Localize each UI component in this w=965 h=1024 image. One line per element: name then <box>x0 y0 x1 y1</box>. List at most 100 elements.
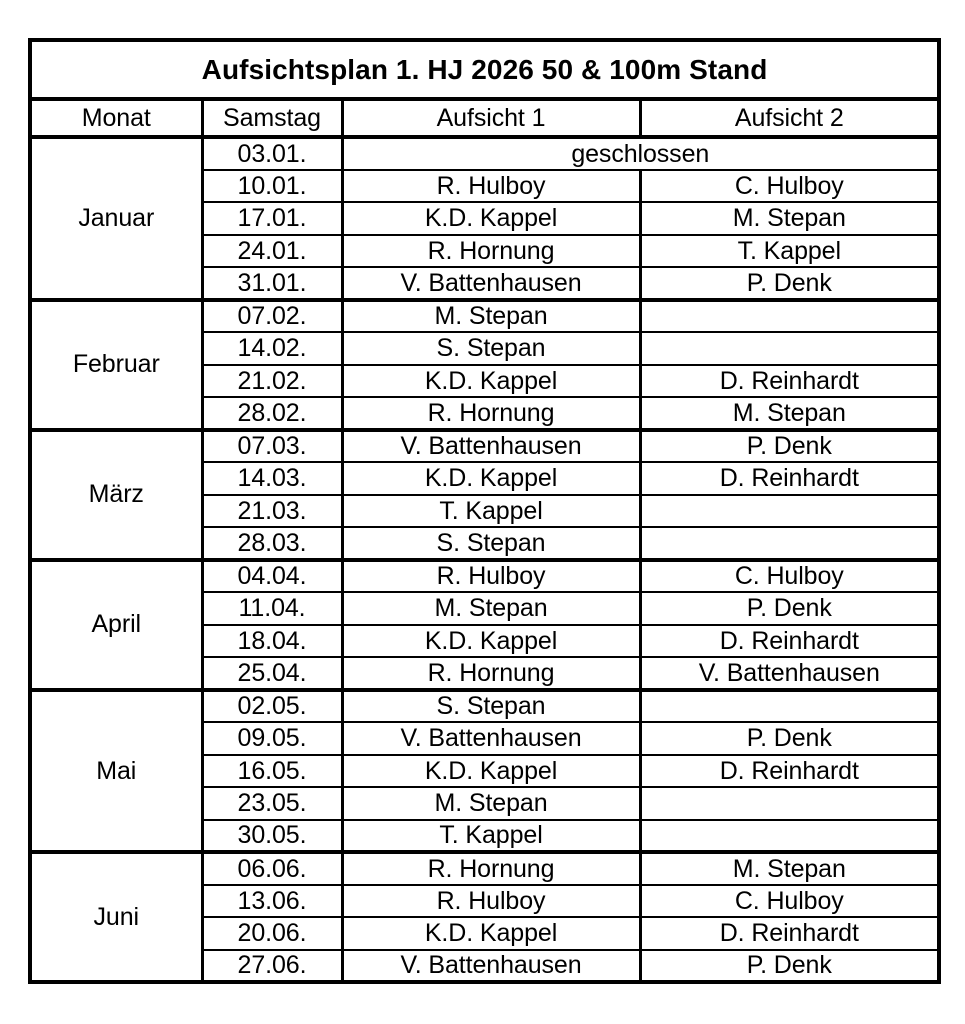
table-row: März 07.03. V. Battenhausen P. Denk <box>28 429 942 562</box>
aufsicht-2-cell <box>640 819 942 854</box>
aufsicht-1-cell: V. Battenhausen <box>342 267 642 302</box>
table-row: 14.03. K.D. Kappel D. Reinhardt <box>30 462 942 496</box>
aufsicht-1-cell: V. Battenhausen <box>342 722 642 756</box>
date-cell: 06.06. <box>202 852 344 886</box>
aufsicht-2-cell: C. Hulboy <box>640 559 942 593</box>
aufsicht-1-cell: K.D. Kappel <box>342 202 642 236</box>
aufsicht-2-cell: V. Battenhausen <box>640 657 942 692</box>
aufsicht-1-cell: M. Stepan <box>342 299 642 333</box>
date-cell: 25.04. <box>202 657 344 692</box>
date-cell: 27.06. <box>202 949 344 984</box>
aufsicht-1-cell: R. Hulboy <box>342 559 642 593</box>
month-label-april: April <box>28 559 204 692</box>
table-row: 28.03. S. Stepan <box>30 527 942 562</box>
date-cell: 24.01. <box>202 234 344 268</box>
aufsicht-1-cell: K.D. Kappel <box>342 754 642 788</box>
column-header-aufsicht-2: Aufsicht 2 <box>640 99 942 139</box>
aufsicht-1-cell: R. Hulboy <box>342 169 642 203</box>
aufsicht-2-cell: D. Reinhardt <box>640 462 942 496</box>
aufsicht-1-cell: R. Hulboy <box>342 884 642 918</box>
aufsicht-2-cell: D. Reinhardt <box>640 917 942 951</box>
aufsicht-2-cell: P. Denk <box>640 722 942 756</box>
aufsicht-2-cell: C. Hulboy <box>640 884 942 918</box>
aufsicht-2-cell <box>640 787 942 821</box>
aufsicht-1-cell: V. Battenhausen <box>342 949 642 984</box>
aufsicht-2-cell: P. Denk <box>640 429 942 463</box>
date-cell: 17.01. <box>202 202 344 236</box>
column-header-samstag: Samstag <box>202 99 344 139</box>
aufsicht-2-cell: P. Denk <box>640 267 942 302</box>
aufsicht-1-cell: S. Stepan <box>342 527 642 562</box>
column-header-monat: Monat <box>28 99 204 139</box>
month-label-februar: Februar <box>28 299 204 432</box>
table-row: April 04.04. R. Hulboy C. Hulboy <box>28 559 942 692</box>
aufsicht-2-cell: D. Reinhardt <box>640 754 942 788</box>
aufsicht-1-cell: T. Kappel <box>342 819 642 854</box>
table-row: 28.02. R. Hornung M. Stepan <box>30 397 942 432</box>
aufsicht-2-cell <box>640 332 942 366</box>
table-row: 21.02. K.D. Kappel D. Reinhardt <box>30 364 942 398</box>
date-cell: 30.05. <box>202 819 344 854</box>
supervision-plan-container: Aufsichtsplan 1. HJ 2026 50 & 100m Stand… <box>27 38 942 984</box>
aufsicht-1-cell: M. Stepan <box>342 787 642 821</box>
date-cell: 10.01. <box>202 169 344 203</box>
month-label-juni: Juni <box>28 852 204 984</box>
table-row: Januar 03.01. geschlossen <box>28 137 942 302</box>
aufsicht-2-cell: M. Stepan <box>640 397 942 432</box>
aufsicht-2-cell: D. Reinhardt <box>640 624 942 658</box>
aufsicht-1-cell: R. Hornung <box>342 397 642 432</box>
date-cell: 09.05. <box>202 722 344 756</box>
month-label-mai: Mai <box>28 689 204 854</box>
aufsicht-1-cell: R. Hornung <box>342 852 642 886</box>
aufsicht-1-cell: K.D. Kappel <box>342 917 642 951</box>
date-cell: 03.01. <box>202 137 344 171</box>
aufsicht-1-cell: K.D. Kappel <box>342 462 642 496</box>
table-row: 25.04. R. Hornung V. Battenhausen <box>30 657 942 692</box>
aufsicht-2-cell: T. Kappel <box>640 234 942 268</box>
table-row: 27.06. V. Battenhausen P. Denk <box>30 949 942 984</box>
date-cell: 20.06. <box>202 917 344 951</box>
table-row: 18.04. K.D. Kappel D. Reinhardt <box>30 624 942 658</box>
aufsicht-2-cell: P. Denk <box>640 949 942 984</box>
column-header-row: Monat Samstag Aufsicht 1 Aufsicht 2 <box>28 99 942 139</box>
date-cell: 16.05. <box>202 754 344 788</box>
aufsicht-1-cell: R. Hornung <box>342 657 642 692</box>
date-cell: 11.04. <box>202 592 344 626</box>
aufsicht-2-cell: C. Hulboy <box>640 169 942 203</box>
table-row: 11.04. M. Stepan P. Denk <box>30 592 942 626</box>
table-row: 30.05. T. Kappel <box>30 819 942 854</box>
date-cell: 14.03. <box>202 462 344 496</box>
aufsicht-2-cell <box>640 299 942 333</box>
date-cell: 28.03. <box>202 527 344 562</box>
aufsicht-1-cell: S. Stepan <box>342 689 642 723</box>
table-row: 10.01. R. Hulboy C. Hulboy <box>30 169 942 203</box>
column-header-aufsicht-1: Aufsicht 1 <box>342 99 642 139</box>
date-cell: 31.01. <box>202 267 344 302</box>
date-cell: 02.05. <box>202 689 344 723</box>
page-title: Aufsichtsplan 1. HJ 2026 50 & 100m Stand <box>27 38 942 101</box>
date-cell: 23.05. <box>202 787 344 821</box>
table-row: Februar 07.02. M. Stepan <box>28 299 942 432</box>
table-row: 21.03. T. Kappel <box>30 494 942 528</box>
supervision-plan-table: Aufsichtsplan 1. HJ 2026 50 & 100m Stand… <box>27 38 942 984</box>
aufsicht-2-cell: M. Stepan <box>640 202 942 236</box>
aufsicht-1-cell: T. Kappel <box>342 494 642 528</box>
table-row: 14.02. S. Stepan <box>30 332 942 366</box>
date-cell: 18.04. <box>202 624 344 658</box>
date-cell: 21.03. <box>202 494 344 528</box>
aufsicht-1-cell: S. Stepan <box>342 332 642 366</box>
aufsicht-2-cell: M. Stepan <box>640 852 942 886</box>
date-cell: 13.06. <box>202 884 344 918</box>
aufsicht-2-cell <box>640 527 942 562</box>
date-cell: 14.02. <box>202 332 344 366</box>
month-label-januar: Januar <box>28 137 204 302</box>
closed-notice: geschlossen <box>342 137 942 171</box>
aufsicht-1-cell: M. Stepan <box>342 592 642 626</box>
date-cell: 28.02. <box>202 397 344 432</box>
aufsicht-2-cell: P. Denk <box>640 592 942 626</box>
table-row: 16.05. K.D. Kappel D. Reinhardt <box>30 754 942 788</box>
table-row: 24.01. R. Hornung T. Kappel <box>30 234 942 268</box>
plan-table-body: Aufsichtsplan 1. HJ 2026 50 & 100m Stand… <box>27 38 942 984</box>
aufsicht-2-cell <box>640 689 942 723</box>
